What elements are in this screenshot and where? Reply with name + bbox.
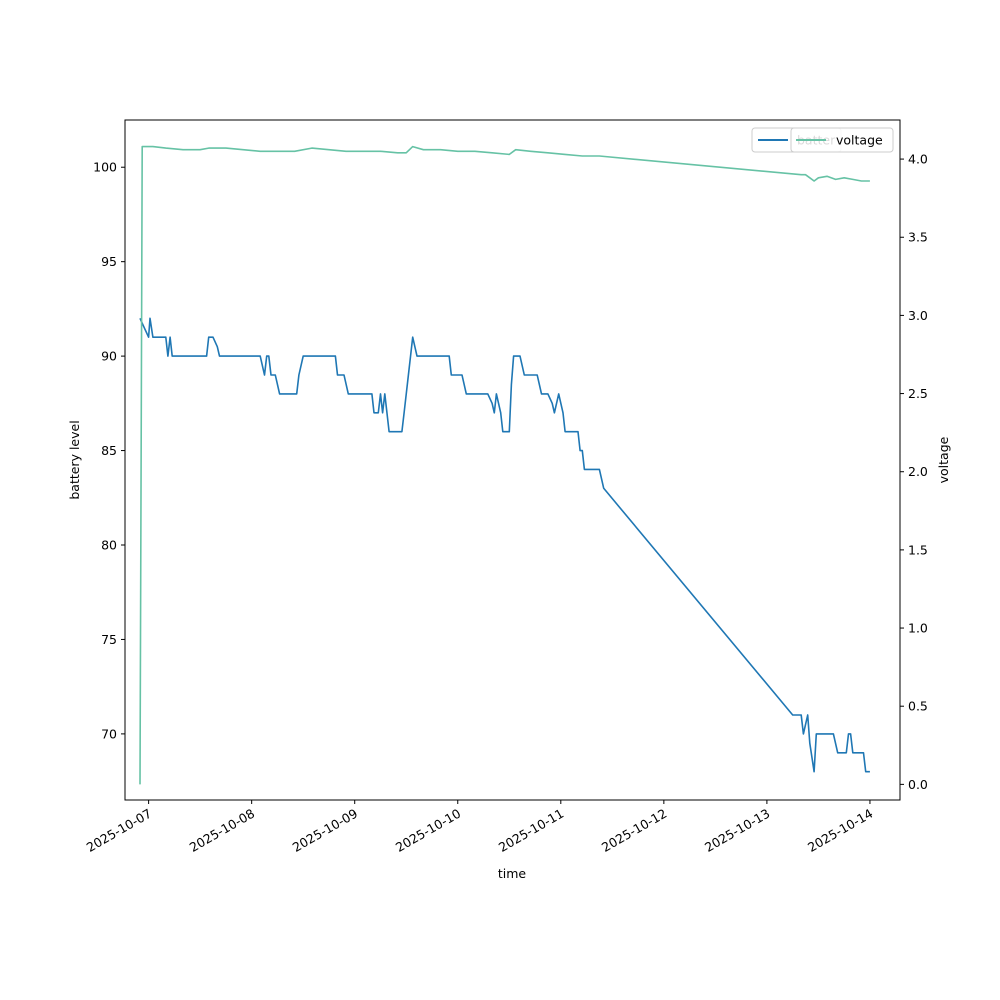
legend-voltage-frame bbox=[790, 127, 894, 153]
y-right-tick-label: 3.0 bbox=[908, 308, 928, 323]
y-right-tick-label: 2.0 bbox=[908, 464, 928, 479]
legend-voltage: voltage bbox=[790, 127, 894, 153]
y-right-tick-label: 2.5 bbox=[908, 386, 928, 401]
y-left-tick-label: 90 bbox=[101, 349, 117, 364]
y-right-tick-label: 3.5 bbox=[908, 230, 928, 245]
y-right-tick-label: 1.5 bbox=[908, 542, 928, 557]
y-axis-left: 70 75 80 85 90 95 100 bbox=[93, 160, 125, 741]
y-left-tick-label: 70 bbox=[101, 726, 117, 741]
y-left-tick-label: 95 bbox=[101, 254, 117, 269]
y-axis-left-label: battery level bbox=[67, 420, 82, 499]
x-axis-label: time bbox=[498, 866, 527, 881]
y-left-tick-label: 75 bbox=[101, 632, 117, 647]
legend-voltage-label: voltage bbox=[836, 133, 883, 148]
y-axis-right: 0.0 0.5 1.0 1.5 2.0 2.5 3.0 3.5 4.0 bbox=[900, 152, 928, 792]
y-axis-right-label: voltage bbox=[936, 436, 951, 483]
series-layer bbox=[139, 145, 870, 785]
y-right-tick-label: 1.0 bbox=[908, 621, 928, 636]
plot-frame bbox=[124, 119, 901, 801]
y-right-tick-label: 0.5 bbox=[908, 699, 928, 714]
y-left-tick-label: 80 bbox=[101, 538, 117, 553]
series-line-battery bbox=[139, 317, 870, 773]
y-left-tick-label: 85 bbox=[101, 443, 117, 458]
y-right-tick-label: 0.0 bbox=[908, 777, 928, 792]
y-left-tick-label: 100 bbox=[93, 160, 117, 175]
series-line-voltage bbox=[139, 145, 870, 785]
y-right-tick-label: 4.0 bbox=[908, 152, 928, 167]
